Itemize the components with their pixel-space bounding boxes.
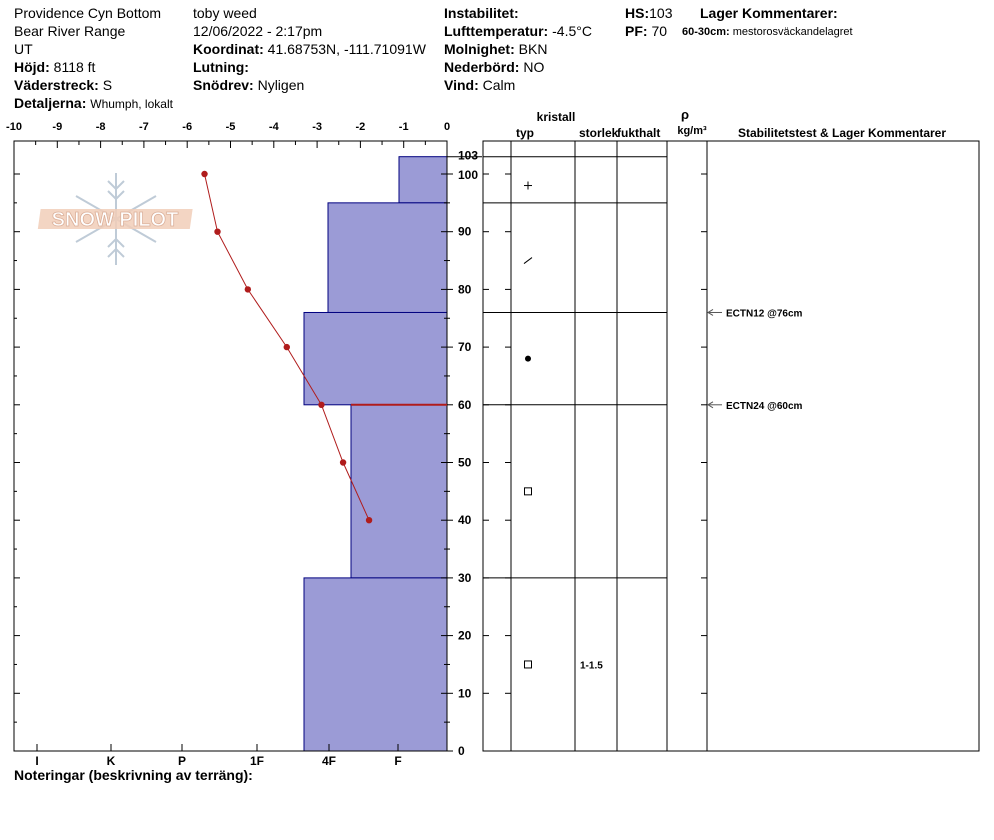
- coordinates: Koordinat: 41.68753N, -111.71091W: [193, 41, 426, 57]
- depth-tick-label: 0: [458, 744, 465, 758]
- details: Detaljerna: Whumph, lokalt: [14, 95, 173, 111]
- mountain-range: Bear River Range: [14, 23, 126, 39]
- grain-symbol-faceted: [524, 487, 532, 496]
- column-size-header: storlek: [579, 126, 619, 140]
- hardness-tick-label: I: [35, 754, 38, 768]
- slope: Lutning:: [193, 59, 249, 75]
- temperature-point: [244, 286, 252, 293]
- column-type-header: typ: [516, 126, 534, 140]
- instability: Instabilitet:: [444, 5, 519, 21]
- temperature-point: [283, 343, 290, 351]
- grain-size-label: 1-1.5: [580, 660, 603, 671]
- stability-test-label: ECTN24 @60cm: [726, 401, 803, 412]
- temperature-point: [214, 228, 221, 235]
- layer-comment: 60-30cm: mestorosväckandelagret: [682, 26, 853, 38]
- temp-tick-label: -10: [6, 121, 22, 133]
- depth-tick-label: 10: [458, 686, 472, 700]
- grain-symbol-decomposing: [523, 257, 533, 264]
- column-stability-header: Stabilitetstest & Lager Kommentarer: [738, 126, 946, 140]
- state: UT: [14, 41, 33, 57]
- hardness-tick-label: F: [394, 754, 401, 768]
- notes-label: Noteringar (beskrivning av terräng):: [14, 767, 253, 783]
- test-arrow-head: [707, 401, 714, 409]
- hardness-tick-label: K: [107, 754, 116, 768]
- depth-tick-label: 30: [458, 571, 472, 585]
- snow-height: HS:103: [625, 5, 673, 21]
- sky-cover: Molnighet: BKN: [444, 41, 548, 57]
- layer-comments-title: Lager Kommentarer:: [700, 5, 838, 21]
- grain-symbol-rounded: [525, 355, 531, 362]
- location-name: Providence Cyn Bottom: [14, 5, 162, 21]
- temp-tick-label: -3: [312, 121, 322, 133]
- temp-tick-label: -4: [269, 121, 280, 133]
- column-moisture-header: fukthalt: [617, 126, 660, 140]
- temp-tick-label: -8: [96, 121, 106, 133]
- temperature-point: [201, 170, 208, 178]
- hardness-bar-1: [327, 202, 448, 313]
- temp-tick-label: -1: [399, 121, 409, 133]
- hardness-tick-label: 1F: [250, 754, 264, 768]
- column-rho-header: ρ: [681, 107, 689, 122]
- hardness-bar-0: [398, 156, 448, 204]
- wind: Vind: Calm: [444, 77, 516, 93]
- logo-text: SNOW PILOT: [52, 209, 179, 231]
- temperature-point: [365, 517, 373, 524]
- snowpilot-logo: SNOW PILOT: [37, 173, 193, 265]
- stability-test-label: ECTN12 @76cm: [726, 308, 803, 319]
- temp-tick-label: 0: [444, 121, 450, 133]
- depth-tick-label: 103: [458, 149, 478, 163]
- hardness-tick-label: 4F: [322, 754, 336, 768]
- depth-tick-label: 60: [458, 398, 472, 412]
- depth-tick-label: 100: [458, 168, 478, 182]
- hardness-bar-3: [350, 404, 448, 579]
- temp-tick-label: -9: [52, 121, 62, 133]
- hardness-tick-label: P: [178, 754, 186, 768]
- observation-datetime: 12/06/2022 - 2:17pm: [193, 23, 323, 39]
- precipitation: Nederbörd: NO: [444, 59, 545, 75]
- hardness-bar-2: [303, 311, 448, 406]
- foot-penetration: PF: 70: [625, 23, 668, 39]
- depth-tick-label: 20: [458, 629, 472, 643]
- temp-tick-label: -6: [182, 121, 192, 133]
- observer-name: toby weed: [193, 5, 257, 21]
- depth-tick-label: 40: [458, 513, 472, 527]
- grain-symbol-faceted: [524, 660, 532, 669]
- air-temperature: Lufttemperatur: -4.5°C: [444, 23, 592, 39]
- temperature-point: [318, 401, 325, 408]
- aspect: Väderstreck: S: [14, 77, 113, 93]
- column-crystal-header: kristall: [537, 110, 576, 124]
- depth-tick-label: 50: [458, 456, 472, 470]
- depth-tick-label: 80: [458, 282, 472, 296]
- temp-tick-label: -7: [139, 121, 149, 133]
- layer-table-frame: [482, 140, 980, 752]
- elevation: Höjd: 8118 ft: [14, 59, 96, 75]
- wind-loading: Snödrev: Nyligen: [193, 77, 305, 93]
- column-density-unit: kg/m³: [677, 125, 707, 137]
- depth-tick-label: 90: [458, 225, 472, 239]
- depth-tick-label: 70: [458, 340, 472, 354]
- test-arrow-head: [707, 309, 714, 316]
- temp-tick-label: -2: [356, 121, 366, 133]
- hardness-bar-4: [303, 577, 448, 752]
- temperature-point: [339, 459, 347, 466]
- temp-tick-label: -5: [226, 121, 236, 133]
